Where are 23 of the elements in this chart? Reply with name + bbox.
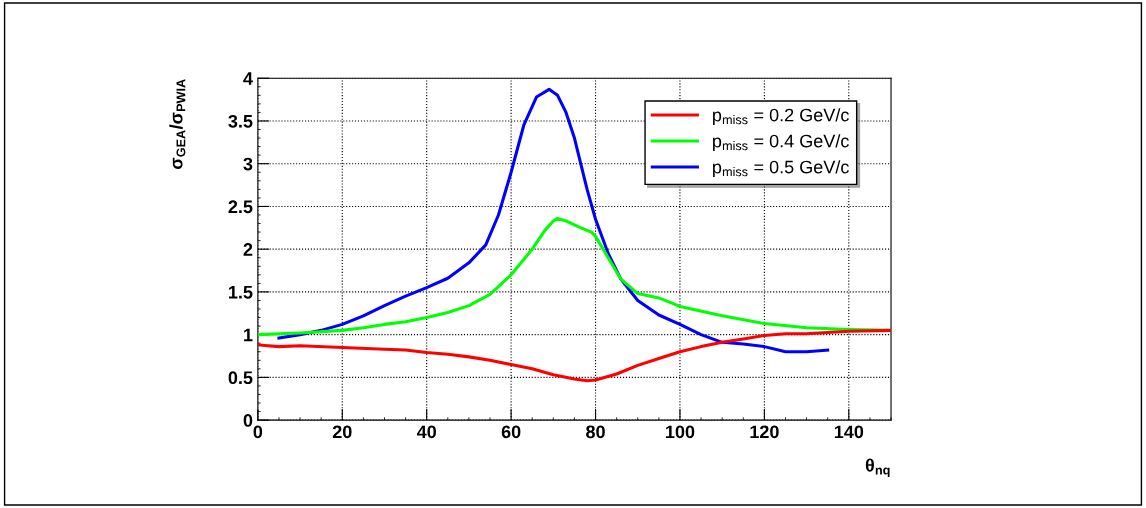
y-tick-label: 1 [244,328,253,342]
y-tick-label: 1.5 [229,286,253,299]
y-tick-label: 2 [243,243,253,256]
y-tick-label: 3 [243,157,253,171]
x-tick-label: 80 [586,425,605,439]
legend-label: p$_{miss}$ = 0.4 GeV/c [713,134,849,151]
line-series [257,328,892,383]
x-tick-label: 40 [416,425,436,439]
x-tick-label: 20 [332,425,352,439]
legend-label: p$_{miss}$ = 0.2 GeV/c [713,108,849,125]
x-tick-label: 0 [253,425,263,439]
x-axis-title: θ$_{nq}$ [865,458,890,478]
x-tick-label: 120 [750,425,779,439]
y-tick-label: 0.5 [228,371,253,385]
x-tick-label: 60 [501,425,521,439]
y-tick-label: 2.5 [228,200,253,214]
legend-label: p$_{miss}$ = 0.5 GeV/c [713,160,849,177]
y-tick-label: 4 [243,72,253,85]
y-axis-title: σ$_{GEA}$/σ$_{PWIA}$ [169,79,186,170]
x-tick-label: 100 [666,425,695,439]
y-tick-label: 0 [243,414,253,427]
y-tick-label: 3.5 [228,114,253,128]
x-tick-label: 140 [834,425,864,439]
